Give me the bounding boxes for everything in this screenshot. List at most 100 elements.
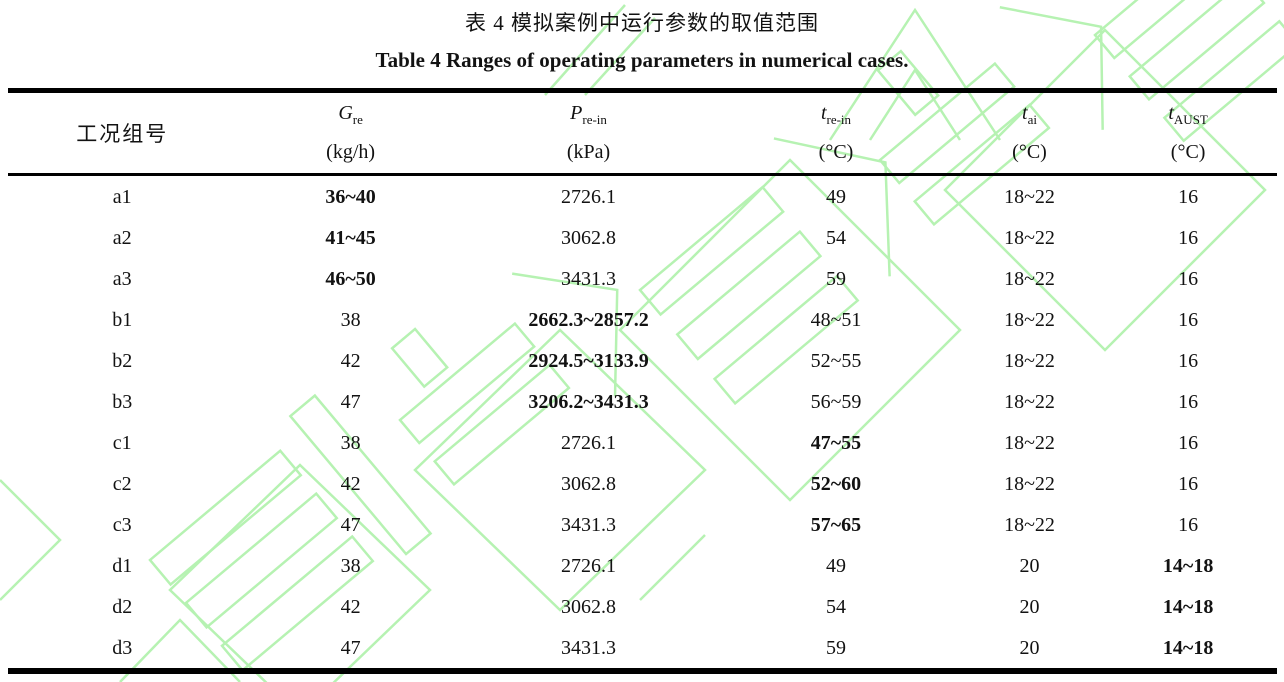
header-pre-in: Pre-in (kPa) <box>465 93 712 173</box>
table-cell: 18~22 <box>1004 513 1055 536</box>
table-cell: 18~22 <box>1004 390 1055 413</box>
table-cell: 52~55 <box>810 349 862 372</box>
table-cell: d3 <box>112 636 133 659</box>
table-cell: 3431.3 <box>561 636 617 659</box>
table-cell: 16 <box>1178 308 1199 331</box>
header-tre-in: tre-in (°C) <box>712 93 959 173</box>
header-taust-symbol: tAUST <box>1168 102 1208 127</box>
table-row: b2 42 2924.5~3133.9 52~55 18~22 16 <box>8 340 1277 381</box>
table-cell: 38 <box>340 431 361 454</box>
table-row: c1 38 2726.1 47~55 18~22 16 <box>8 422 1277 463</box>
table-cell: 36~40 <box>325 185 376 208</box>
table-cell: 2726.1 <box>561 185 617 208</box>
table-cell: 2726.1 <box>561 554 617 577</box>
table-cell: 2924.5~3133.9 <box>528 349 649 372</box>
table-cell: 20 <box>1019 554 1040 577</box>
table-row: d2 42 3062.8 54 20 14~18 <box>8 586 1277 627</box>
table-cell: 3431.3 <box>561 267 617 290</box>
table-cell: 16 <box>1178 349 1199 372</box>
table-cell: b1 <box>112 308 133 331</box>
table-row: b3 47 3206.2~3431.3 56~59 18~22 16 <box>8 381 1277 422</box>
table-cell: 42 <box>340 595 361 618</box>
table-bottom-rule <box>8 668 1277 674</box>
table-cell: 3062.8 <box>561 226 617 249</box>
table-cell: a2 <box>112 226 132 249</box>
table-cell: 38 <box>340 554 361 577</box>
table-cell: 46~50 <box>325 267 376 290</box>
table-cell: 18~22 <box>1004 349 1055 372</box>
table-cell: 2662.3~2857.2 <box>528 308 649 331</box>
table-row: c2 42 3062.8 52~60 18~22 16 <box>8 463 1277 504</box>
table-cell: 42 <box>340 472 361 495</box>
header-taust: tAUST (°C) <box>1099 93 1277 173</box>
table-caption-chinese: 表 4 模拟案例中运行参数的取值范围 <box>465 11 819 35</box>
table-cell: 49 <box>825 554 846 577</box>
header-taust-unit: (°C) <box>1170 141 1206 163</box>
table-row: a1 36~40 2726.1 49 18~22 16 <box>8 176 1277 217</box>
table-cell: 59 <box>825 267 846 290</box>
header-gre-unit: (kg/h) <box>326 141 376 163</box>
table-cell: 18~22 <box>1004 226 1055 249</box>
header-tai-symbol: tai <box>1022 102 1037 127</box>
table-cell: 41~45 <box>325 226 376 249</box>
table-cell: 59 <box>825 636 846 659</box>
table-cell: 47 <box>340 390 361 413</box>
table-cell: 16 <box>1178 226 1199 249</box>
table-cell: d2 <box>112 595 133 618</box>
table-cell: 18~22 <box>1004 185 1055 208</box>
header-tre-in-unit: (°C) <box>818 141 854 163</box>
table-row: a3 46~50 3431.3 59 18~22 16 <box>8 258 1277 299</box>
table-cell: 18~22 <box>1004 308 1055 331</box>
table-cell: 48~51 <box>810 308 862 331</box>
table-row: c3 47 3431.3 57~65 18~22 16 <box>8 504 1277 545</box>
table-cell: 42 <box>340 349 361 372</box>
table-cell: 47~55 <box>810 431 862 454</box>
header-pre-in-symbol: Pre-in <box>570 102 607 127</box>
table-cell: 54 <box>825 595 846 618</box>
table-cell: 47 <box>340 636 361 659</box>
header-pre-in-unit: (kPa) <box>566 141 611 163</box>
table-cell: 49 <box>825 185 846 208</box>
table-cell: c3 <box>112 513 132 536</box>
table-cell: c2 <box>112 472 132 495</box>
table-row: a2 41~45 3062.8 54 18~22 16 <box>8 217 1277 258</box>
table-header-row: 工况组号 Gre (kg/h) Pre-in (kPa) tre-in (°C)… <box>8 93 1277 173</box>
header-tai-unit: (°C) <box>1012 141 1047 163</box>
table-cell: 3062.8 <box>561 595 617 618</box>
table-cell: a3 <box>112 267 132 290</box>
table-row: d3 47 3431.3 59 20 14~18 <box>8 627 1277 668</box>
table-cell: c1 <box>112 431 132 454</box>
table-cell: 14~18 <box>1162 636 1214 659</box>
table-cell: a1 <box>112 185 132 208</box>
table-cell: 20 <box>1019 595 1040 618</box>
table-row: b1 38 2662.3~2857.2 48~51 18~22 16 <box>8 299 1277 340</box>
table-cell: 16 <box>1178 513 1199 536</box>
table-cell: 18~22 <box>1004 431 1055 454</box>
table-body: a1 36~40 2726.1 49 18~22 16 a2 41~45 3062.8 54 18~… <box>8 176 1277 668</box>
table-cell: 2726.1 <box>561 431 617 454</box>
table-cell: 16 <box>1178 390 1199 413</box>
table-cell: 16 <box>1178 431 1199 454</box>
table-cell: 20 <box>1019 636 1040 659</box>
table-cell: 52~60 <box>810 472 862 495</box>
table-cell: 54 <box>825 226 846 249</box>
table-cell: b3 <box>112 390 133 413</box>
table-cell: 3062.8 <box>561 472 617 495</box>
table-cell: 3206.2~3431.3 <box>528 390 649 413</box>
table-cell: 16 <box>1178 472 1199 495</box>
table-caption-english: Table 4 Ranges of operating parameters i… <box>375 48 909 72</box>
table-cell: b2 <box>112 349 133 372</box>
table-cell: d1 <box>112 554 133 577</box>
header-tai: tai (°C) <box>960 93 1100 173</box>
header-gre: Gre (kg/h) <box>236 93 464 173</box>
table-cell: 14~18 <box>1162 595 1214 618</box>
table-cell: 16 <box>1178 185 1199 208</box>
table-cell: 56~59 <box>810 390 862 413</box>
header-gre-symbol: Gre <box>338 102 363 127</box>
table-cell: 16 <box>1178 267 1199 290</box>
header-case-group: 工况组号 <box>76 122 169 146</box>
table-cell: 38 <box>340 308 361 331</box>
header-tre-in-symbol: tre-in <box>820 102 852 127</box>
